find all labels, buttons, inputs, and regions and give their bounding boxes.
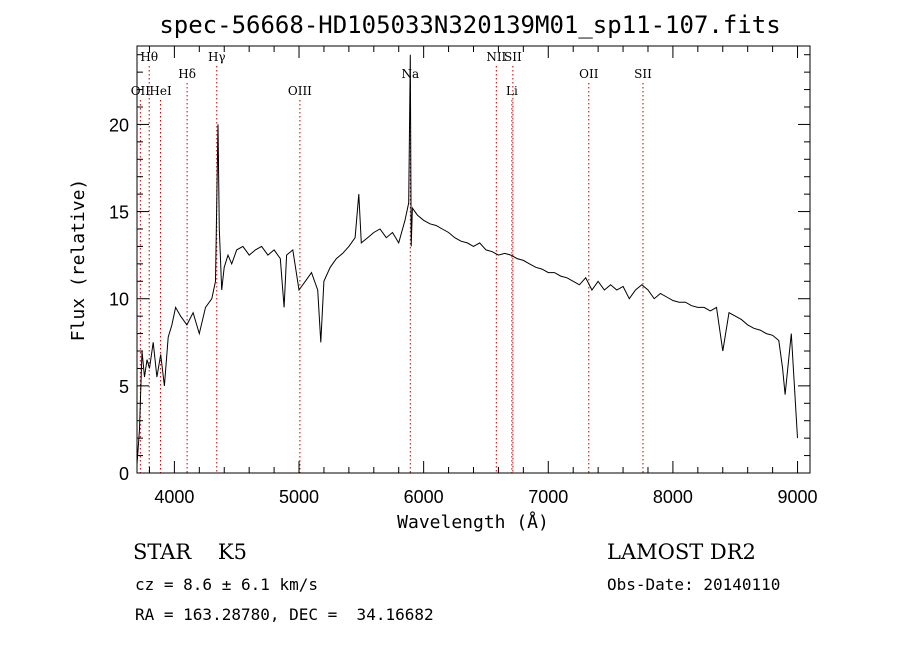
- y-tick-label-3: 15: [109, 203, 129, 223]
- spectrum-line-0: [136, 54, 798, 465]
- line-marker-label-10: OII: [579, 67, 599, 81]
- x-tick-label-1: 5000: [279, 487, 319, 507]
- spectrum-series: [136, 54, 798, 465]
- y-tick-label-4: 20: [109, 115, 129, 135]
- line-marker-label-11: SII: [634, 67, 652, 81]
- line-marker-label-7: NII: [486, 50, 506, 64]
- line-marker-label-3: Hδ: [178, 67, 196, 81]
- plot-frame: [136, 45, 811, 474]
- obs-date-label: Obs-Date: 20140110: [607, 575, 781, 594]
- line-marker-label-4: Hγ: [208, 50, 226, 64]
- redshift-label: cz = 8.6 ± 6.1 km/s: [135, 575, 319, 594]
- survey-label: LAMOST DR2: [607, 540, 756, 564]
- radec-label: RA = 163.28780, DEC = 34.16682: [135, 605, 434, 624]
- y-tick-label-0: 0: [119, 464, 129, 484]
- line-marker-label-1: OII: [131, 84, 151, 98]
- y-axis-label: Flux (relative): [68, 179, 89, 342]
- line-marker-label-8: SII: [504, 50, 522, 64]
- star-type: STAR K5: [133, 540, 247, 564]
- x-tick-label-4: 8000: [653, 487, 693, 507]
- chart-title: spec-56668-HD105033N320139M01_sp11-107.f…: [159, 11, 780, 39]
- x-tick-label-0: 4000: [154, 487, 194, 507]
- axis-ticks: 4000 5000 6000 7000 8000 9000 0 5 10 15 20: [109, 46, 818, 507]
- line-marker-label-5: OIII: [288, 84, 312, 98]
- x-tick-label-2: 6000: [404, 487, 444, 507]
- y-tick-label-1: 5: [119, 377, 129, 397]
- y-tick-label-2: 10: [109, 290, 129, 310]
- line-marker-label-2: HeI: [149, 84, 172, 98]
- x-axis-label: Wavelength (Å): [397, 511, 549, 533]
- x-tick-label-3: 7000: [528, 487, 568, 507]
- line-marker-label-0: Hθ: [140, 50, 158, 64]
- x-tick-label-5: 9000: [778, 487, 818, 507]
- line-marker-label-9: Li: [506, 84, 518, 98]
